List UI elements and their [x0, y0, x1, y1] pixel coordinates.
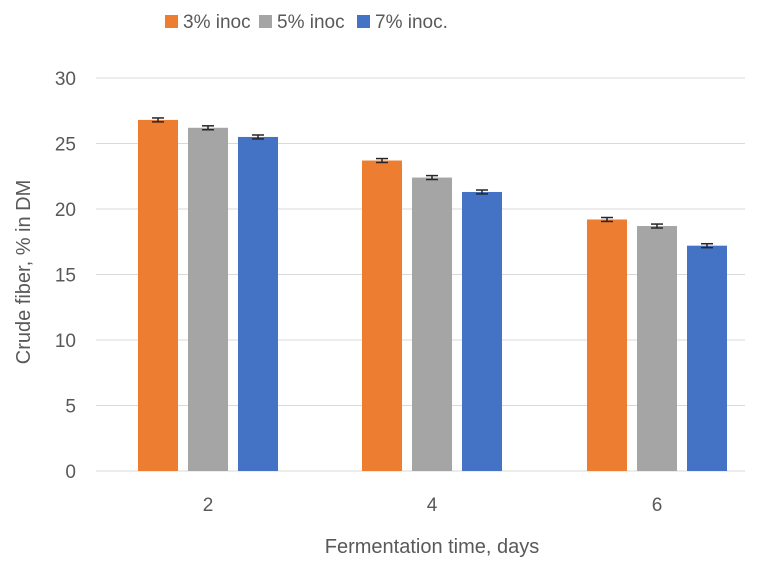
legend-label: 5% inoc — [277, 12, 345, 33]
error-bar — [376, 157, 388, 164]
legend-item: 3% inoc — [165, 12, 251, 33]
legend-swatch — [165, 15, 178, 28]
error-bars — [152, 117, 713, 249]
legend-item: 5% inoc — [259, 12, 345, 33]
bar — [412, 177, 452, 471]
bar — [138, 119, 178, 472]
legend: 3% inoc 5% inoc 7% inoc. — [165, 12, 448, 33]
x-tick-label: 6 — [652, 495, 663, 516]
error-bar — [202, 125, 214, 131]
y-axis-title: Crude fiber, % in DM — [13, 180, 35, 365]
error-bar — [426, 174, 438, 181]
bars — [138, 119, 727, 472]
error-bar — [651, 223, 663, 229]
error-bar — [701, 242, 713, 249]
bar — [637, 226, 677, 471]
legend-label: 3% inoc — [183, 12, 251, 33]
x-tick-label: 2 — [203, 495, 214, 516]
legend-label: 7% inoc. — [375, 12, 448, 33]
y-tick-label: 30 — [55, 69, 76, 90]
legend-swatch — [259, 15, 272, 28]
x-axis-title: Fermentation time, days — [325, 536, 540, 558]
error-bar — [152, 117, 164, 123]
y-tick-label: 25 — [55, 135, 76, 156]
y-axis-tick-labels: 0 5 10 15 20 25 30 — [55, 69, 76, 483]
bar — [188, 127, 228, 471]
y-tick-label: 15 — [55, 266, 76, 287]
y-tick-label: 10 — [55, 331, 76, 352]
bar — [462, 191, 502, 471]
bar — [238, 136, 278, 471]
bar — [687, 245, 727, 471]
legend-item: 7% inoc. — [357, 12, 448, 33]
x-axis-tick-labels: 2 4 6 — [203, 495, 663, 516]
y-tick-label: 5 — [65, 397, 76, 418]
error-bar — [476, 189, 488, 195]
y-tick-label: 20 — [55, 200, 76, 221]
legend-swatch — [357, 15, 370, 28]
bar — [587, 219, 627, 471]
y-tick-label: 0 — [65, 462, 76, 483]
bar — [362, 160, 402, 471]
error-bar — [252, 134, 264, 140]
error-bar — [601, 216, 613, 223]
x-tick-label: 4 — [427, 495, 438, 516]
